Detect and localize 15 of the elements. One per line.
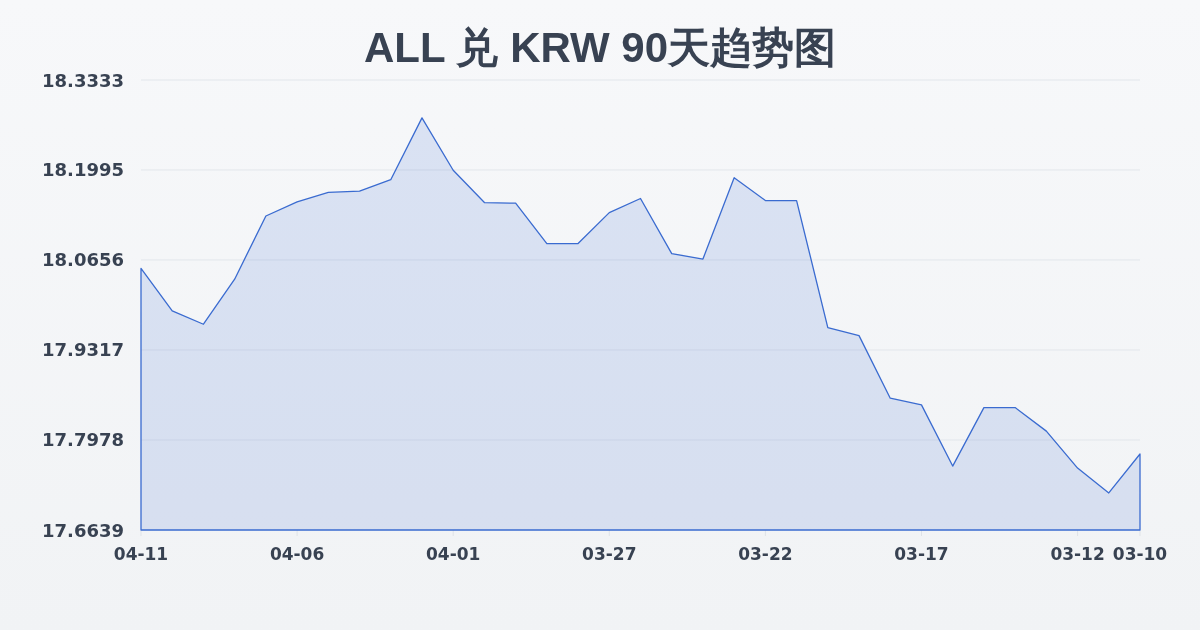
x-tick-label: 03-10 <box>1112 544 1168 564</box>
x-tick-label: 03-17 <box>894 544 949 564</box>
x-tick-label: 04-01 <box>426 544 481 564</box>
y-tick-label: 18.1995 <box>42 159 124 181</box>
y-tick-label: 17.9317 <box>42 339 124 361</box>
y-tick-label: 18.3333 <box>42 69 124 91</box>
x-tick-label: 03-12 <box>1050 544 1105 564</box>
x-tick-label: 03-22 <box>738 544 793 564</box>
y-tick-label: 17.6639 <box>42 519 124 541</box>
y-tick-label: 17.7978 <box>42 429 124 451</box>
x-tick-label: 04-11 <box>113 544 169 564</box>
x-tick-label: 03-27 <box>582 544 637 564</box>
x-tick-label: 04-06 <box>269 544 325 564</box>
y-tick-label: 18.0656 <box>42 249 124 271</box>
title: ALL 兑 KRW 90天趋势图 <box>363 24 837 71</box>
